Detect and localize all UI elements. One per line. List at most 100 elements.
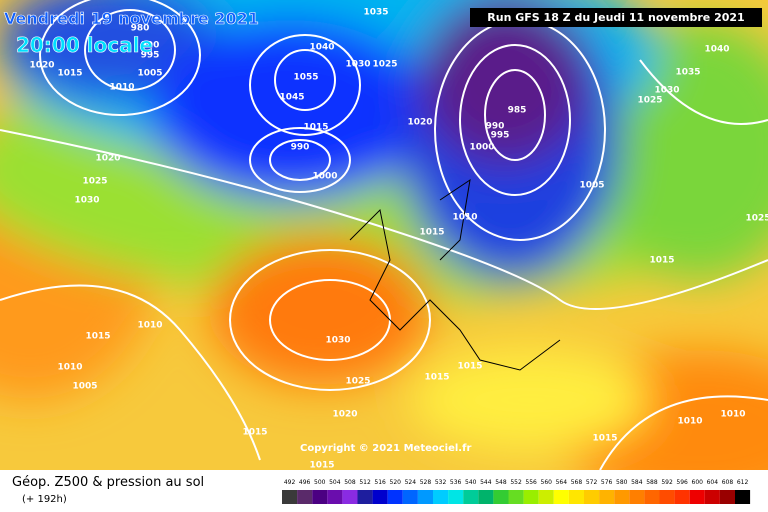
scale-swatch (659, 490, 675, 504)
scale-label: 536 (450, 479, 462, 486)
scale-label: 544 (480, 479, 492, 486)
isobar-label: 1035 (675, 68, 700, 78)
isobar-label: 1025 (82, 177, 107, 187)
isobar-label: 1015 (85, 332, 110, 342)
scale-swatch (297, 490, 313, 504)
isobar-label: 1015 (424, 373, 449, 383)
scale-swatch (508, 490, 524, 504)
scale-label: 552 (510, 479, 522, 486)
footer-lead: (+ 192h) (22, 494, 67, 505)
isobar-label: 985 (508, 106, 527, 116)
scale-swatch (312, 490, 328, 504)
scale-label: 612 (737, 479, 749, 486)
scale-swatch (493, 490, 509, 504)
isobar-label: 995 (141, 51, 160, 61)
scale-swatch (568, 490, 584, 504)
scale-label: 504 (329, 479, 341, 486)
isobar-label: 1010 (57, 363, 82, 373)
scale-swatch (417, 490, 433, 504)
scale-label: 500 (314, 479, 326, 486)
scale-label: 528 (420, 479, 432, 486)
scale-label: 568 (571, 479, 583, 486)
scale-label: 524 (405, 479, 417, 486)
isobar-label: 1020 (332, 410, 357, 420)
scale-label: 592 (661, 479, 673, 486)
scale-swatch (433, 490, 449, 504)
scale-swatch (357, 490, 373, 504)
scale-swatch (478, 490, 494, 504)
scale-label: 580 (616, 479, 628, 486)
isobar-label: 1040 (309, 43, 334, 53)
isobar-label: 1030 (74, 196, 99, 206)
run-label: Run GFS 18 Z du Jeudi 11 novembre 2021 (487, 11, 744, 24)
isobar-label: 1010 (109, 83, 134, 93)
scale-label: 584 (631, 479, 643, 486)
isobar-label: 1005 (72, 382, 97, 392)
isobar-label: 1010 (452, 213, 477, 223)
scale-swatch (448, 490, 464, 504)
isobar-label: 990 (291, 143, 310, 153)
isobar-label: 1030 (345, 60, 370, 70)
scale-label: 496 (299, 479, 311, 486)
scale-swatch (629, 490, 645, 504)
isobar-label: 1005 (579, 181, 604, 191)
isobar-label: 995 (491, 131, 510, 141)
scale-label: 540 (465, 479, 477, 486)
scale-swatch (282, 490, 298, 504)
scale-swatch (538, 490, 554, 504)
scale-swatch (599, 490, 615, 504)
color-scale: 492 496 500 504 508 512 516 520 524 528 532 536 540 5… (282, 479, 751, 504)
scale-swatch (735, 490, 751, 504)
scale-swatch (553, 490, 569, 504)
scale-swatch (342, 490, 358, 504)
scale-swatch (689, 490, 705, 504)
isobar-label: 1045 (279, 93, 304, 103)
scale-swatch (402, 490, 418, 504)
scale-label: 560 (541, 479, 553, 486)
scale-swatch (523, 490, 539, 504)
isobar-label: 1025 (745, 214, 768, 224)
scale-swatch (614, 490, 630, 504)
isobar-label: 1025 (372, 60, 397, 70)
isobar-label: 1015 (309, 461, 334, 471)
scale-label: 604 (707, 479, 719, 486)
isobar-label: 1015 (419, 228, 444, 238)
isobar-label: 1015 (592, 434, 617, 444)
isobar-label: 1015 (457, 362, 482, 372)
isobar-label: 1020 (407, 118, 432, 128)
isobar-label: 1010 (137, 321, 162, 331)
scale-label: 548 (495, 479, 507, 486)
isobar-label: 1035 (363, 8, 388, 18)
isobar-label: 1025 (345, 377, 370, 387)
copyright: Copyright © 2021 Meteociel.fr (300, 443, 471, 454)
scale-label: 508 (344, 479, 356, 486)
scale-swatch (704, 490, 720, 504)
isobar-label: 1055 (293, 73, 318, 83)
isobar-label: 1005 (137, 69, 162, 79)
isobar-label: 1015 (649, 256, 674, 266)
time-label: 20:00 locale (16, 33, 153, 57)
scale-label: 576 (601, 479, 613, 486)
scale-swatch (674, 490, 690, 504)
isobar-label: 1000 (312, 172, 337, 182)
isobar-label: 1020 (29, 61, 54, 71)
isobar-label: 1000 (469, 143, 494, 153)
scale-swatch (463, 490, 479, 504)
isobar-label: 1025 (637, 96, 662, 106)
isobar-label: 1030 (325, 336, 350, 346)
scale-label: 600 (692, 479, 704, 486)
isobar-label: 1015 (57, 69, 82, 79)
scale-swatch (387, 490, 403, 504)
scale-label: 512 (359, 479, 371, 486)
footer-title: Géop. Z500 & pression au sol (12, 475, 204, 490)
scale-swatch (327, 490, 343, 504)
scale-label: 608 (722, 479, 734, 486)
isobar-label: 1015 (242, 428, 267, 438)
isobar-label: 1040 (704, 45, 729, 55)
scale-label: 516 (374, 479, 386, 486)
